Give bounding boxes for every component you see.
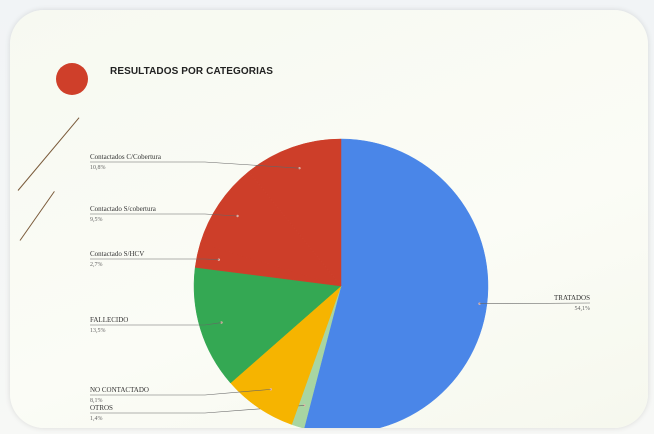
slice-label: TRATADOS: [554, 294, 590, 302]
leader-line: [90, 162, 299, 168]
slice-value-label: 9,5%: [90, 217, 103, 223]
leader-line: [480, 303, 590, 304]
leader-line: [90, 389, 271, 395]
slice-label: Contactado S/HCV: [90, 250, 144, 258]
accent-circle: [56, 63, 88, 95]
slice-label: OTROS: [90, 404, 113, 412]
pie-slice-contactado-s-cobertura: [200, 172, 341, 286]
leader-line: [90, 214, 238, 216]
leader-line: [90, 259, 219, 260]
leader-dot: [478, 303, 480, 305]
slice-value-label: 54,1%: [575, 306, 591, 312]
slice-value-label: 1,4%: [90, 416, 103, 422]
pie-slice-fallecido: [194, 267, 341, 383]
slice-value-label: 8,1%: [90, 398, 103, 404]
slice-label: Contactados C/Cobertura: [90, 153, 162, 161]
slice-label: Contactado S/cobertura: [90, 205, 157, 213]
slice-value-label: 13,5%: [90, 328, 106, 334]
pie-slice-contactados-c-cobertura: [249, 139, 341, 286]
slice-label: NO CONTACTADO: [90, 386, 149, 394]
slice-value-label: 10,8%: [90, 165, 106, 171]
slice-value-label: 2,7%: [90, 262, 103, 268]
chart-title: RESULTADOS POR CATEGORIAS: [110, 66, 274, 77]
leader-line: [90, 323, 222, 325]
slice-label: FALLECIDO: [90, 316, 128, 324]
